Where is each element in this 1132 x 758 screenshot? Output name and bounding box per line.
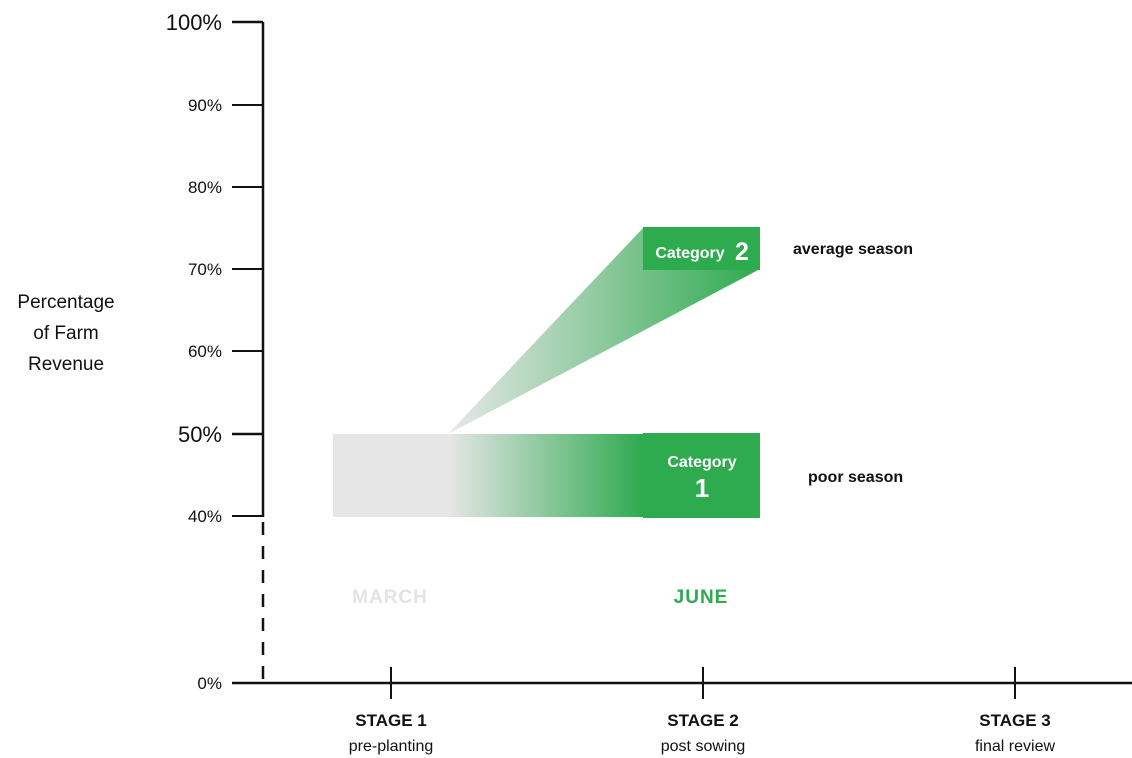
category-1-gradient-band bbox=[448, 434, 644, 517]
y-ticks: 100% 90% 80% 70% 60% 50% 40% 0% bbox=[166, 10, 263, 693]
y-axis-label: Percentage of Farm Revenue bbox=[6, 287, 126, 380]
y-tick-label: 100% bbox=[166, 10, 222, 35]
stage-3-title: STAGE 3 bbox=[979, 711, 1050, 730]
stage-3-subtitle: final review bbox=[975, 738, 1055, 755]
category-1-box bbox=[643, 433, 760, 518]
y-tick-label: 0% bbox=[197, 674, 222, 693]
stage-1-subtitle: pre-planting bbox=[349, 738, 434, 755]
stage-2-subtitle: post sowing bbox=[661, 738, 746, 755]
category-1-word: Category bbox=[667, 454, 736, 471]
category-2-number: 2 bbox=[735, 238, 749, 266]
y-tick-label: 90% bbox=[188, 96, 222, 115]
y-axis-label-line: of Farm bbox=[33, 323, 99, 344]
y-tick-label: 50% bbox=[178, 422, 222, 447]
stage-2-title: STAGE 2 bbox=[667, 711, 738, 730]
y-tick-label: 40% bbox=[188, 507, 222, 526]
y-axis-label-line: Revenue bbox=[27, 354, 105, 375]
month-march: MARCH bbox=[352, 587, 428, 608]
category-2-word: Category bbox=[655, 245, 724, 262]
category-2-gradient-wedge bbox=[448, 227, 760, 434]
y-tick-label: 80% bbox=[188, 178, 222, 197]
category-1-description: poor season bbox=[808, 469, 903, 486]
month-june: JUNE bbox=[674, 587, 729, 608]
y-tick-label: 70% bbox=[188, 260, 222, 279]
category-2-box bbox=[643, 227, 760, 270]
category-2-description: average season bbox=[793, 241, 913, 258]
stage-1-title: STAGE 1 bbox=[355, 711, 426, 730]
y-axis-label-line: Percentage bbox=[17, 292, 115, 313]
y-tick-label: 60% bbox=[188, 342, 222, 361]
baseline-band bbox=[333, 434, 448, 517]
category-1-number: 1 bbox=[695, 473, 709, 503]
